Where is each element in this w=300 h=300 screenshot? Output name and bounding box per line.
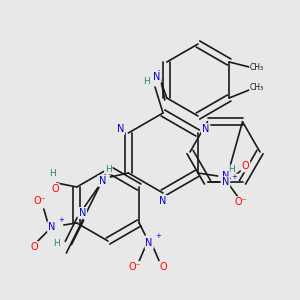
Text: H: H	[50, 169, 56, 178]
Text: O: O	[242, 161, 249, 171]
Text: O⁻: O⁻	[33, 196, 46, 206]
Text: CH₃: CH₃	[250, 83, 264, 92]
Text: N: N	[222, 171, 229, 181]
Text: O⁻: O⁻	[234, 197, 247, 207]
Text: N: N	[117, 124, 124, 134]
Text: N: N	[222, 177, 229, 187]
Text: N: N	[99, 176, 106, 186]
Text: +: +	[232, 174, 237, 180]
Text: H: H	[105, 164, 112, 173]
Text: N: N	[79, 208, 86, 218]
Text: O: O	[159, 262, 167, 272]
Text: H: H	[228, 166, 235, 175]
Text: O⁻: O⁻	[129, 262, 142, 272]
Text: N: N	[153, 72, 161, 82]
Text: +: +	[155, 233, 161, 239]
Text: O: O	[30, 242, 38, 252]
Text: H: H	[53, 238, 60, 247]
Text: +: +	[58, 217, 64, 223]
Text: CH₃: CH₃	[250, 64, 264, 73]
Text: N: N	[146, 238, 153, 248]
Text: N: N	[202, 124, 209, 134]
Text: H: H	[144, 76, 150, 85]
Text: N: N	[48, 222, 56, 232]
Text: N: N	[159, 196, 167, 206]
Text: O: O	[51, 184, 59, 194]
